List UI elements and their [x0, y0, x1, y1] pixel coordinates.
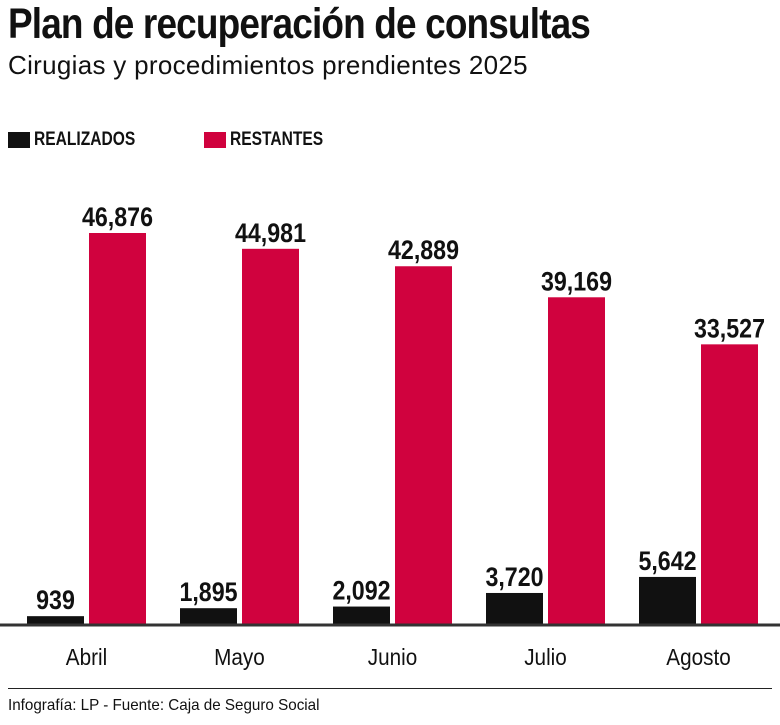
bar-restantes-junio: [395, 266, 452, 624]
data-label-restantes-junio: 42,889: [388, 236, 459, 266]
data-label-realizados-junio: 2,092: [332, 576, 390, 606]
data-label-restantes-julio: 39,169: [541, 267, 612, 297]
data-label-realizados-julio: 3,720: [485, 562, 543, 592]
data-label-restantes-abril: 46,876: [82, 202, 153, 232]
footer-divider: [8, 688, 772, 689]
bar-realizados-mayo: [180, 608, 237, 624]
legend-label-restantes: RESTANTES: [230, 129, 324, 150]
data-label-restantes-mayo: 44,981: [235, 218, 306, 248]
chart-subtitle: Cirugias y procedimientos prendientes 20…: [8, 50, 528, 80]
bar-restantes-agosto: [701, 344, 758, 624]
bar-realizados-agosto: [639, 576, 696, 624]
bar-chart: 939 46,876 Abril 1,895 44,981 Mayo 2,092 42,889…: [0, 202, 780, 670]
bar-realizados-julio: [486, 592, 543, 624]
bar-realizados-junio: [333, 606, 390, 624]
legend-swatch-realizados: [8, 132, 30, 148]
x-tick-label-julio: Julio: [524, 644, 567, 670]
legend-item-realizados: REALIZADOS: [8, 128, 158, 152]
chart-title: Plan de recuperación de consultas: [8, 0, 591, 48]
data-label-restantes-agosto: 33,527: [694, 314, 765, 344]
legend-item-restantes: RESTANTES: [204, 128, 344, 152]
source-credit: Infografía: LP - Fuente: Caja de Seguro …: [8, 697, 320, 714]
data-label-realizados-agosto: 5,642: [638, 546, 696, 576]
x-tick-label-abril: Abril: [66, 644, 107, 670]
bar-restantes-julio: [548, 297, 605, 624]
x-tick-label-mayo: Mayo: [214, 644, 265, 670]
data-label-realizados-mayo: 1,895: [179, 578, 237, 608]
legend-label-realizados: REALIZADOS: [34, 129, 136, 150]
bar-restantes-mayo: [242, 248, 299, 624]
bar-realizados-abril: [27, 616, 84, 624]
data-label-realizados-abril: 939: [36, 586, 75, 616]
bar-restantes-abril: [89, 233, 146, 624]
x-tick-label-agosto: Agosto: [666, 644, 730, 670]
legend-swatch-restantes: [204, 132, 226, 148]
x-tick-label-junio: Junio: [368, 644, 417, 670]
